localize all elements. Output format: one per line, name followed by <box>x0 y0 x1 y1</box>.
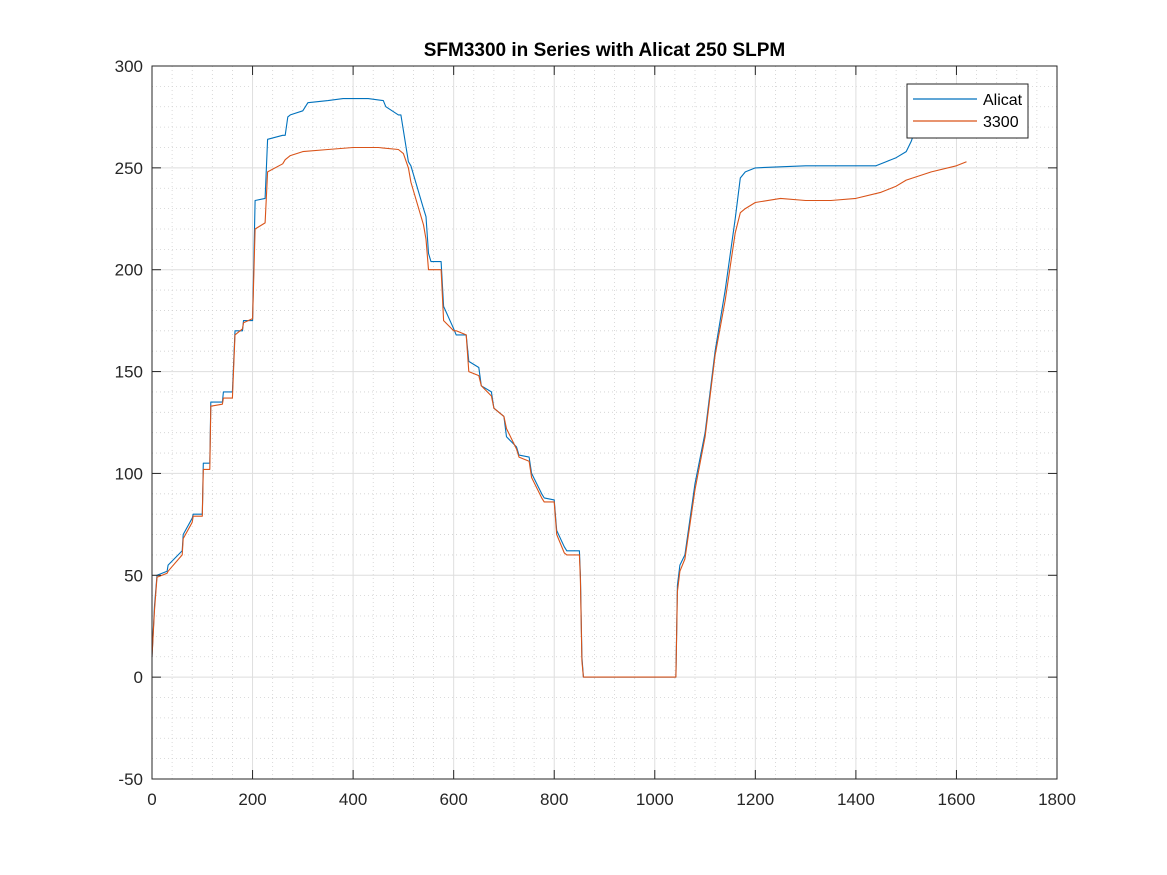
y-tick-label: -50 <box>118 770 143 789</box>
x-tick-label: 800 <box>540 790 568 809</box>
x-tick-label: 600 <box>439 790 467 809</box>
y-tick-label: 50 <box>124 566 143 585</box>
x-tick-label: 1000 <box>636 790 674 809</box>
minor-grid <box>152 66 1057 779</box>
legend-label: Alicat <box>983 92 1023 109</box>
x-tick-labels: 0 200 400 600 800 1000 1200 1400 1600 1800 <box>147 790 1076 809</box>
legend: Alicat 3300 <box>906 83 1029 139</box>
y-tick-label: 300 <box>115 57 143 76</box>
y-tick-label: 250 <box>115 159 143 178</box>
series-line-3300 <box>151 146 967 678</box>
chart-title: SFM3300 in Series with Alicat 250 SLPM <box>424 40 785 61</box>
plot-area <box>152 66 1057 779</box>
y-tick-label: 200 <box>115 261 143 280</box>
y-tick-label: 150 <box>115 363 143 382</box>
x-tick-label: 1200 <box>736 790 774 809</box>
x-tick-label: 200 <box>238 790 266 809</box>
y-tick-label: 100 <box>115 464 143 483</box>
x-tick-label: 1400 <box>837 790 875 809</box>
plot-frame <box>151 65 1058 780</box>
y-tick-label: 0 <box>134 668 143 687</box>
legend-label: 3300 <box>983 114 1019 131</box>
x-tick-label: 1800 <box>1038 790 1076 809</box>
axis-ticks <box>151 65 1058 780</box>
y-tick-labels: -50 0 50 100 150 200 250 300 <box>115 57 143 789</box>
x-tick-label: 0 <box>147 790 156 809</box>
series-layer <box>151 98 967 678</box>
x-tick-label: 400 <box>339 790 367 809</box>
x-tick-label: 1600 <box>938 790 976 809</box>
legend-box <box>906 83 1029 139</box>
